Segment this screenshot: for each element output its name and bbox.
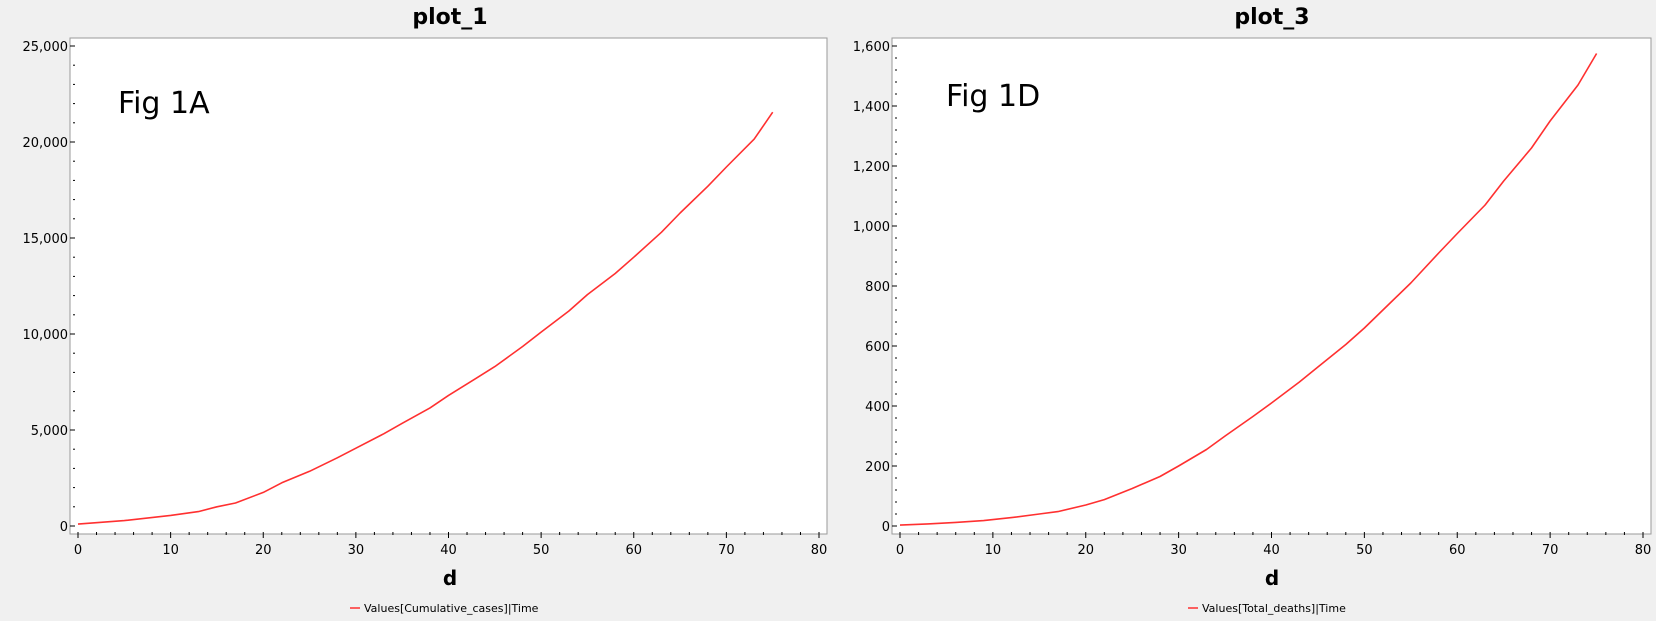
y-tick-label: 600: [865, 340, 890, 355]
legend: Values[Cumulative_cases]|Time: [350, 602, 539, 615]
plot-title: plot_3: [1234, 5, 1309, 30]
series-group: [899, 53, 1598, 526]
y-axis: 0 5,000 10,000 15,000 20,000 25,000: [23, 40, 75, 535]
y-tick-label: 0: [882, 520, 890, 535]
y-tick-label: 20,000: [23, 136, 69, 151]
panel-plot-1: plot_1 Fig 1A 0 5,000 10,000 15,000 20,000 25…: [23, 5, 828, 615]
x-axis: 0 10 20 30 40 50 60 70 80: [896, 532, 1651, 558]
x-tick-label: 40: [1263, 543, 1280, 558]
x-tick-label: 40: [440, 543, 457, 558]
x-tick-label: 70: [1542, 543, 1559, 558]
x-axis-label: d: [1265, 566, 1279, 590]
y-tick-label: 200: [865, 460, 890, 475]
x-tick-label: 20: [1077, 543, 1094, 558]
x-tick-label: 70: [718, 543, 735, 558]
x-tick-label: 80: [1635, 543, 1652, 558]
y-tick-label: 1,200: [853, 160, 890, 175]
x-tick-label: 80: [811, 543, 828, 558]
plot-area: [69, 37, 828, 535]
y-tick-label: 400: [865, 400, 890, 415]
x-tick-label: 60: [1449, 543, 1466, 558]
y-axis: 0 200 400 600 800 1,000 1,200 1,400 1,600: [853, 40, 897, 535]
figure-annotation: Fig 1A: [118, 86, 210, 121]
y-tick-label: 5,000: [31, 424, 68, 439]
x-axis: 0 10 20 30 40 50 60 70 80: [74, 532, 827, 558]
x-tick-label: 50: [1356, 543, 1373, 558]
y-tick-label: 10,000: [23, 328, 69, 343]
y-tick-label: 1,600: [853, 40, 890, 55]
x-tick-label: 0: [896, 543, 904, 558]
series-line: [77, 111, 774, 525]
x-tick-label: 60: [625, 543, 642, 558]
plot-area: [891, 37, 1652, 535]
series-group: [77, 111, 774, 525]
series-line: [899, 53, 1598, 526]
y-tick-label: 25,000: [23, 40, 69, 55]
legend-label: Values[Cumulative_cases]|Time: [364, 602, 539, 615]
legend-label: Values[Total_deaths]|Time: [1202, 602, 1346, 615]
legend: Values[Total_deaths]|Time: [1188, 602, 1346, 615]
y-tick-label: 0: [60, 520, 68, 535]
y-tick-label: 1,400: [853, 100, 890, 115]
panel-plot-3: plot_3 Fig 1D 02004006008001,0001,2001,4…: [853, 5, 1652, 615]
y-tick-label: 800: [865, 280, 890, 295]
figure-annotation: Fig 1D: [946, 79, 1040, 114]
plot-title: plot_1: [412, 5, 487, 30]
x-tick-label: 30: [1170, 543, 1187, 558]
x-tick-label: 30: [348, 543, 365, 558]
x-axis-label: d: [443, 566, 457, 590]
y-tick-label: 15,000: [23, 232, 69, 247]
x-tick-label: 50: [533, 543, 550, 558]
y-tick-label: 1,000: [853, 220, 890, 235]
x-tick-label: 10: [985, 543, 1002, 558]
x-tick-label: 10: [162, 543, 179, 558]
x-tick-label: 0: [74, 543, 82, 558]
x-tick-label: 20: [255, 543, 272, 558]
